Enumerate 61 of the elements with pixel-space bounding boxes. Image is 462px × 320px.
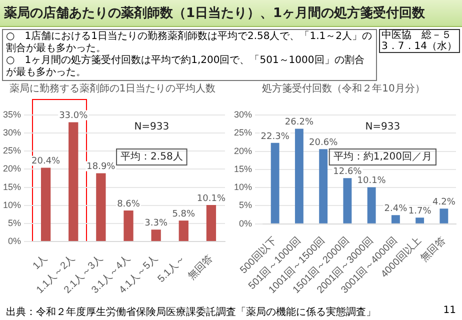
- bar: [416, 218, 424, 224]
- bar: [40, 168, 51, 242]
- y-tick-label: 0%: [8, 236, 22, 246]
- data-label: 33.0%: [59, 111, 88, 122]
- y-tick-label: 20%: [234, 146, 252, 156]
- text: 中医協 総－５: [382, 30, 453, 41]
- y-tick-label: 15%: [3, 182, 22, 192]
- text: 3．7．14（水）: [382, 41, 457, 52]
- y-tick-label: 30%: [3, 128, 22, 138]
- text: ○ 1店舗における1日当たりの勤務薬剤師数は平均で2.58人で、「1.1～2人」の割合が最も多かった。: [6, 31, 373, 54]
- bar: [319, 149, 328, 224]
- data-label: 20.6%: [309, 138, 338, 148]
- data-label: 10.1%: [196, 194, 226, 204]
- data-label: 1.7%: [408, 206, 432, 217]
- bar: [206, 205, 216, 242]
- chart-title: 薬局に勤務する薬剤師の1日当たりの平均人数: [9, 82, 216, 95]
- data-label: 3.3%: [144, 218, 168, 228]
- data-label: 12.6%: [333, 166, 362, 177]
- text: ○ 1ヶ月間の処方箋受付回数は平均で約1,200回で、「501～1000回」の割合が最も多かった。: [6, 55, 366, 79]
- bar: [96, 173, 106, 242]
- source-note: 出典：令和２年度厚生労働省保険局医療課委託調査「薬局の機能に係る実態調査」: [6, 306, 376, 319]
- y-tick-label: 35%: [3, 109, 22, 120]
- annotation: 平均：約1,200回／月: [333, 150, 432, 163]
- y-tick-label: 5%: [8, 218, 22, 228]
- y-tick-label: 20%: [3, 164, 22, 174]
- bar: [151, 230, 161, 242]
- data-label: 18.9%: [86, 162, 116, 172]
- data-label: 5.8%: [172, 209, 196, 220]
- annotation: N=933: [134, 122, 170, 133]
- y-tick-label: 10%: [3, 200, 22, 210]
- y-tick-label: 10%: [234, 182, 252, 192]
- annotation: N=933: [365, 122, 400, 133]
- bar: [178, 220, 188, 242]
- bar: [124, 210, 134, 242]
- chart-title: 処方箋受付回数（令和２年10月分）: [262, 82, 425, 95]
- bar: [294, 128, 304, 224]
- y-tick-label: 0%: [239, 218, 252, 228]
- data-label: 8.6%: [117, 199, 140, 210]
- data-label: 22.3%: [260, 132, 290, 142]
- bar: [440, 208, 448, 224]
- data-label: 4.2%: [432, 197, 456, 208]
- y-tick-label: 5%: [239, 200, 252, 210]
- data-label: 2.4%: [384, 204, 408, 214]
- bar: [391, 215, 400, 224]
- x-tick-label: 1人: [31, 253, 50, 272]
- text: 薬局の店舗あたりの薬剤師数（1日当たり）、1ヶ月間の処方箋受付回数: [3, 4, 426, 22]
- bar: [68, 122, 78, 242]
- annotation: 平均：2.58人: [120, 150, 183, 163]
- text: 11: [443, 305, 456, 318]
- y-tick-label: 25%: [234, 128, 252, 138]
- x-tick-label: 無回答: [186, 252, 216, 282]
- bar: [367, 187, 376, 224]
- data-label: 20.4%: [32, 156, 61, 167]
- x-tick-label: 5.1人～: [156, 253, 188, 285]
- data-label: 26.2%: [284, 118, 314, 128]
- y-tick-label: 30%: [234, 109, 252, 120]
- bar: [343, 178, 352, 224]
- y-tick-label: 25%: [3, 146, 22, 156]
- y-tick-label: 15%: [234, 164, 252, 174]
- data-label: 10.1%: [357, 176, 386, 186]
- bar: [270, 142, 280, 224]
